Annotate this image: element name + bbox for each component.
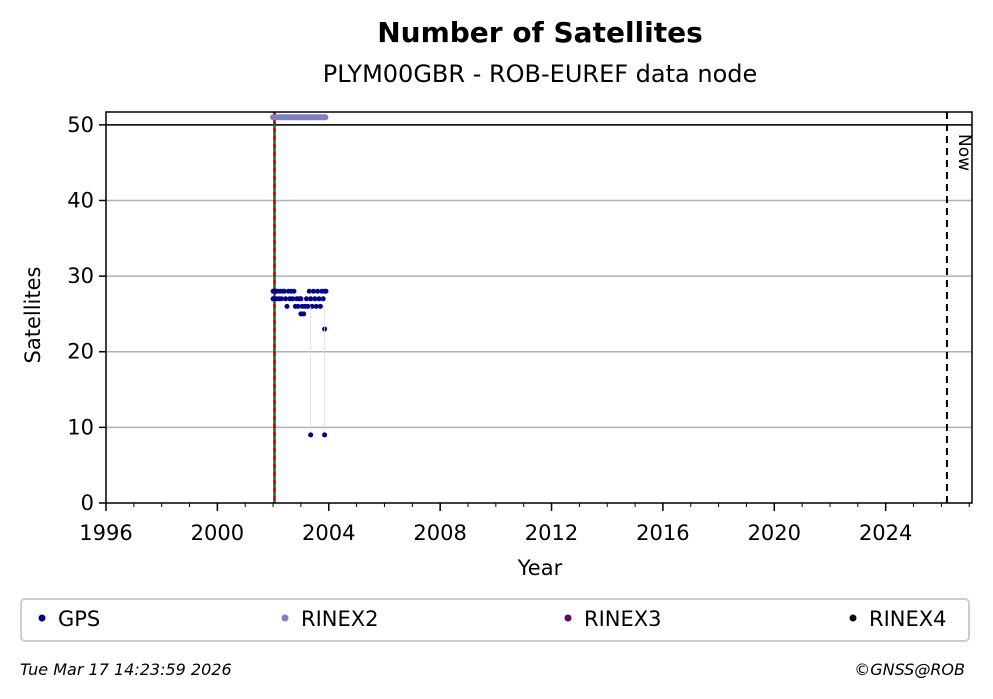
x-tick-label: 2016 [636,521,689,545]
axes-layer: 0 10 20 30 40 50 1996 2000 2004 2008 2012 2016 2020 2… [67,111,973,545]
legend-label-gps: GPS [58,607,100,631]
grid-layer [106,124,972,429]
gps-point [305,303,311,309]
x-tick-label: 2012 [525,521,578,545]
gps-point [298,296,304,302]
y-tick-label: 20 [67,340,94,364]
y-tick-label: 30 [67,264,94,288]
legend-label-rinex3: RINEX3 [584,607,662,631]
footer-credit: ©GNSS@ROB [854,660,965,679]
gps-point [301,311,307,317]
chart-subtitle: PLYM00GBR - ROB-EUREF data node [323,60,758,88]
x-tick-label: 1996 [79,521,132,545]
y-tick-label: 40 [67,188,94,212]
gps-point [317,303,323,309]
gps-point [312,296,318,302]
rinex2-point [322,114,329,121]
x-tick-label: 2008 [413,521,466,545]
x-tick-label: 2020 [748,521,801,545]
gps-point [323,288,329,294]
legend-marker-rinex3 [564,614,572,622]
gps-point [284,303,290,309]
x-axis-label: Year [517,556,563,580]
gps-point [303,296,309,302]
gps-point [320,296,326,302]
x-tick-label: 2004 [302,521,355,545]
chart-title: Number of Satellites [377,16,703,49]
data-layer: Now [270,112,974,503]
gps-point [306,288,312,294]
now-label: Now [954,134,974,171]
gps-point [281,288,287,294]
gps-point [322,432,328,438]
legend-label-rinex4: RINEX4 [869,607,947,631]
legend-label-rinex2: RINEX2 [301,607,379,631]
gps-point [315,288,321,294]
legend-marker-rinex2 [281,614,289,622]
legend-marker-rinex4 [849,614,857,622]
legend-marker-gps [38,614,46,622]
y-tick-label: 0 [81,491,94,515]
gps-point [291,288,297,294]
gps-point [295,303,301,309]
gps-point [283,296,289,302]
y-tick-label: 10 [67,415,94,439]
gps-point [290,296,296,302]
gps-point [308,432,314,438]
y-axis-label: Satellites [21,267,45,364]
x-tick-label: 2024 [859,521,912,545]
footer-timestamp: Tue Mar 17 14:23:59 2026 [20,660,232,679]
plot-frame [105,111,973,504]
gps-point [308,296,314,302]
y-tick-label: 50 [67,113,94,137]
legend-box [20,598,970,642]
gps-point [313,303,319,309]
gps-point [316,296,322,302]
gps-point [310,288,316,294]
gps-point [278,296,284,302]
x-tick-label: 2000 [191,521,244,545]
legend: GPS RINEX2 RINEX3 RINEX4 [38,607,947,631]
